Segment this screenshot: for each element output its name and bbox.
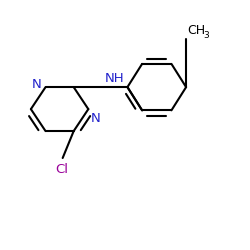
Text: N: N [90, 112, 100, 125]
Text: CH: CH [187, 24, 205, 36]
Text: N: N [32, 78, 42, 91]
Text: 3: 3 [204, 31, 210, 40]
Text: Cl: Cl [56, 163, 69, 176]
Text: NH: NH [105, 72, 124, 85]
